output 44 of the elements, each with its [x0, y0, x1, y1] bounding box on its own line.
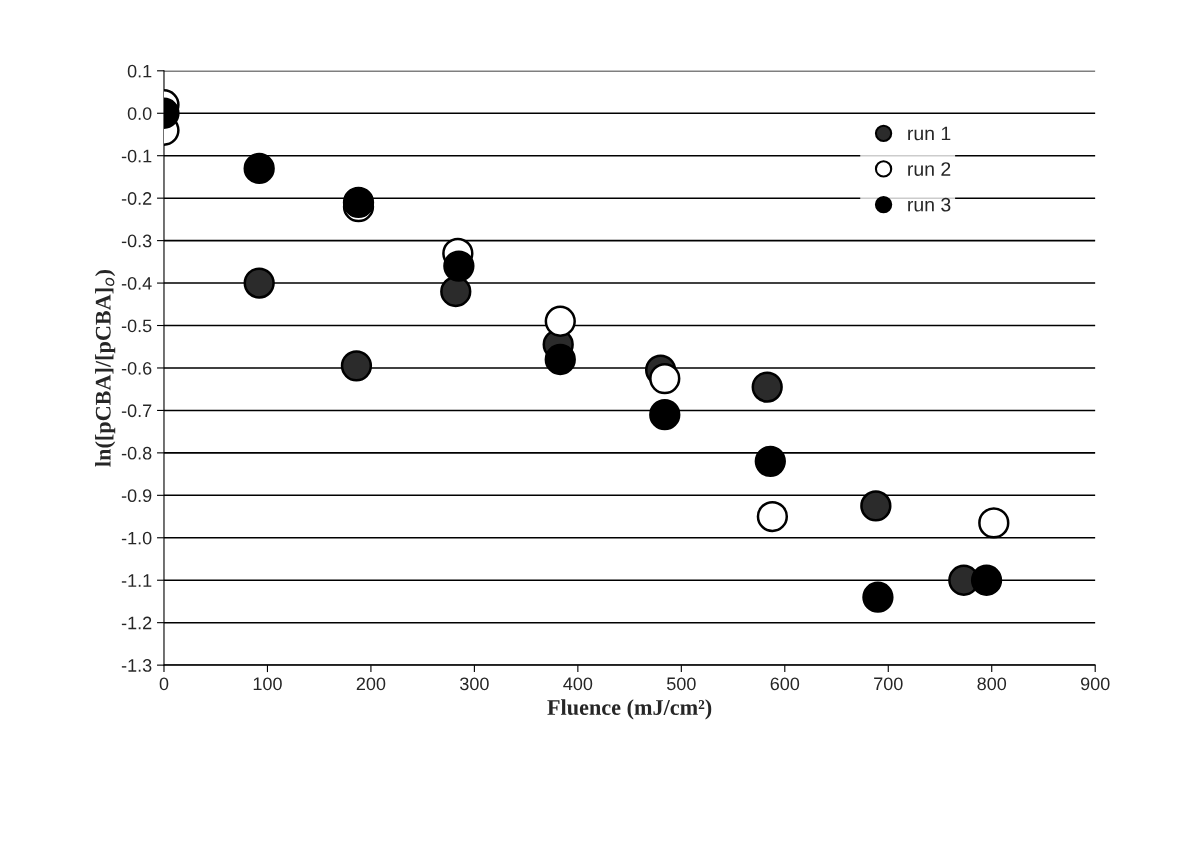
x-tick-label: 900: [1080, 677, 1110, 691]
y-tick-label: -0.9: [121, 489, 152, 503]
point: [340, 350, 373, 382]
point: [544, 305, 576, 337]
y-tick-label: -1.0: [121, 531, 152, 545]
y-axis-title: ln([pCBA]/[pCBA]$_{o}$): [95, 270, 116, 467]
x-tick-label: 400: [563, 677, 593, 691]
legend-label: run 3: [908, 197, 951, 212]
x-tick-label: 200: [356, 677, 386, 691]
y-tick-label: -0.5: [121, 319, 152, 333]
y-tick-label: -0.1: [121, 149, 152, 163]
y-tick-label: -1.2: [121, 616, 152, 630]
legend-label: run 1: [908, 126, 951, 141]
x-tick-label: 500: [666, 677, 696, 691]
point: [751, 371, 783, 403]
legend-label: run 2: [908, 162, 951, 176]
x-tick-label: 0: [159, 677, 169, 691]
point: [544, 343, 576, 376]
x-tick-label: 800: [977, 677, 1007, 691]
x-tick-label: 700: [874, 677, 903, 691]
y-tick-label: -0.2: [121, 192, 152, 205]
y-tick-label: -0.4: [121, 277, 152, 290]
y-tick-label: -0.8: [121, 446, 152, 460]
x-tick-label: 300: [460, 677, 489, 691]
point: [862, 581, 894, 613]
y-tick-label: -0.6: [121, 361, 152, 375]
x-axis-title: Fluence (mJ/cm²): [547, 699, 712, 720]
y-tick-label: 0.0: [127, 107, 152, 120]
point: [243, 267, 275, 299]
point: [970, 564, 1003, 596]
point: [440, 275, 472, 308]
point: [443, 250, 475, 282]
point: [860, 490, 892, 522]
point: [649, 399, 681, 431]
x-tick-label: 100: [253, 677, 282, 691]
point: [243, 152, 275, 185]
y-tick-label: -1.1: [121, 574, 152, 587]
point: [754, 445, 786, 478]
point: [649, 362, 681, 395]
y-tick-label: -1.3: [121, 659, 152, 672]
y-tick-label: -0.3: [121, 234, 152, 248]
y-tick-label: 0.1: [127, 64, 152, 78]
x-tick-label: 600: [770, 677, 800, 691]
y-tick-label: -0.7: [121, 404, 152, 418]
